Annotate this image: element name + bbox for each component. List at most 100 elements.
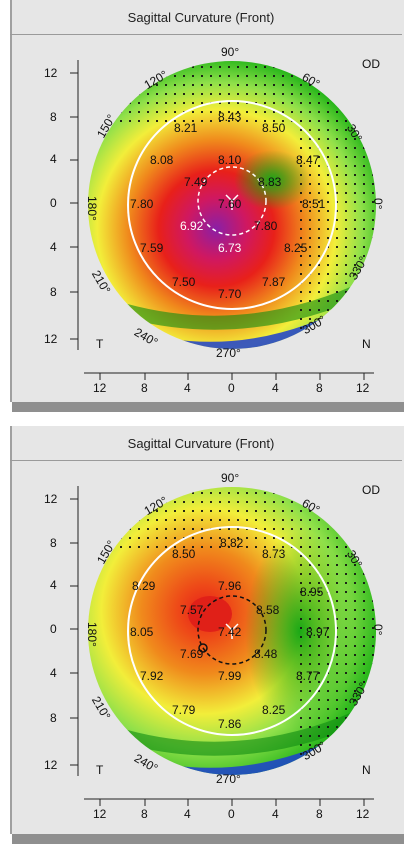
x-tick-label: 12 bbox=[93, 807, 107, 821]
y-tick-label: 4 bbox=[50, 666, 57, 680]
x-tick-label: 4 bbox=[184, 807, 191, 821]
color-map bbox=[88, 61, 376, 349]
y-tick-label: 8 bbox=[50, 536, 57, 550]
y-tick-label: 8 bbox=[50, 711, 57, 725]
curvature-value: 7.57 bbox=[180, 603, 204, 617]
y-tick-label: 12 bbox=[44, 758, 58, 772]
curvature-value: 7.80 bbox=[254, 219, 278, 233]
x-tick-label: 4 bbox=[184, 381, 191, 395]
x-tick-label: 4 bbox=[272, 807, 279, 821]
curvature-value: 7.80 bbox=[130, 197, 154, 211]
zone-circle-outer bbox=[127, 526, 337, 736]
degree-label: 90° bbox=[221, 471, 239, 485]
curvature-value: 7.86 bbox=[218, 717, 242, 731]
curvature-value: 8.08 bbox=[150, 153, 174, 167]
curvature-value: 8.73 bbox=[262, 547, 286, 561]
x-tick-label: 0 bbox=[228, 807, 235, 821]
curvature-value: 7.87 bbox=[262, 275, 286, 289]
curvature-value: 8.51 bbox=[302, 197, 326, 211]
curvature-value: 8.77 bbox=[296, 669, 320, 683]
curvature-value: 7.99 bbox=[218, 669, 242, 683]
y-tick-label: 12 bbox=[44, 66, 58, 80]
x-axis: 12 8 4 0 4 8 12 bbox=[93, 373, 370, 395]
curvature-values: 8.43 8.21 8.50 8.08 8.10 8.47 7.49 8.83 … bbox=[130, 110, 326, 301]
curvature-value: 6.73 bbox=[218, 241, 242, 255]
y-tick-label: 12 bbox=[44, 492, 58, 506]
temporal-label: T bbox=[96, 763, 104, 777]
map-title: Sagittal Curvature (Front) bbox=[127, 436, 275, 451]
x-tick-label: 8 bbox=[141, 381, 148, 395]
curvature-value: 8.95 bbox=[300, 585, 324, 599]
topography-map[interactable]: 12 8 4 0 4 8 12 12 8 4 0 4 8 12 bbox=[0, 0, 410, 412]
curvature-value: 7.79 bbox=[172, 703, 196, 717]
title-divider bbox=[10, 34, 402, 35]
y-axis: 12 8 4 0 4 8 12 bbox=[44, 66, 78, 346]
degree-label: 180° bbox=[85, 622, 99, 647]
curvature-value: 8.83 bbox=[258, 175, 282, 189]
degree-label: 180° bbox=[85, 196, 99, 221]
degree-label: 240° bbox=[132, 751, 161, 776]
eye-label: OD bbox=[362, 57, 380, 71]
curvature-value: 7.42 bbox=[218, 625, 242, 639]
curvature-value: 8.25 bbox=[284, 241, 308, 255]
panel-bottom-bar bbox=[12, 402, 404, 412]
degree-label: 0° bbox=[371, 198, 385, 210]
degree-label: 240° bbox=[132, 325, 161, 350]
color-map bbox=[88, 487, 376, 775]
zone-circle-inner bbox=[197, 166, 267, 236]
left-strip bbox=[0, 0, 10, 412]
curvature-value: 8.82 bbox=[220, 536, 244, 550]
center-marker bbox=[225, 194, 239, 210]
curvature-value: 7.50 bbox=[172, 275, 196, 289]
curvature-value: 8.47 bbox=[296, 153, 320, 167]
curvature-value: 8.25 bbox=[262, 703, 286, 717]
y-tick-label: 4 bbox=[50, 152, 57, 166]
degree-label: 0° bbox=[371, 624, 385, 636]
curvature-values: 8.82 8.50 8.73 8.29 7.96 8.95 7.57 8.58 … bbox=[130, 536, 330, 731]
x-tick-label: 12 bbox=[93, 381, 107, 395]
temporal-label: T bbox=[96, 337, 104, 351]
x-axis: 12 8 4 0 4 8 12 bbox=[93, 799, 370, 821]
zone-circle-outer bbox=[127, 100, 337, 310]
curvature-value: 7.92 bbox=[140, 669, 164, 683]
curvature-value: 6.92 bbox=[180, 219, 204, 233]
x-tick-label: 8 bbox=[141, 807, 148, 821]
y-tick-label: 0 bbox=[50, 196, 57, 210]
x-tick-label: 4 bbox=[272, 381, 279, 395]
x-tick-label: 0 bbox=[228, 381, 235, 395]
curvature-value: 8.05 bbox=[130, 625, 154, 639]
curvature-value: 8.10 bbox=[218, 153, 242, 167]
center-marker bbox=[225, 623, 239, 639]
left-strip bbox=[0, 426, 10, 846]
x-tick-label: 12 bbox=[356, 381, 370, 395]
topography-map[interactable]: 12 8 4 0 4 8 12 12 8 4 0 4 8 12 bbox=[0, 426, 410, 846]
curvature-value: 7.70 bbox=[218, 287, 242, 301]
curvature-value: 8.29 bbox=[132, 579, 156, 593]
curvature-value: 8.48 bbox=[254, 647, 278, 661]
curvature-value: 8.21 bbox=[174, 121, 198, 135]
y-tick-label: 4 bbox=[50, 240, 57, 254]
panel-bottom-bar bbox=[12, 834, 404, 844]
y-tick-label: 8 bbox=[50, 110, 57, 124]
curvature-value: 8.97 bbox=[306, 625, 330, 639]
degree-label: 90° bbox=[221, 45, 239, 59]
eye-label: OD bbox=[362, 483, 380, 497]
curvature-value: 7.69 bbox=[180, 647, 204, 661]
curvature-value: 8.50 bbox=[262, 121, 286, 135]
x-tick-label: 8 bbox=[316, 807, 323, 821]
x-tick-label: 8 bbox=[316, 381, 323, 395]
degree-label: 270° bbox=[216, 772, 241, 786]
degree-label: 270° bbox=[216, 346, 241, 360]
curvature-value: 7.96 bbox=[218, 579, 242, 593]
y-axis: 12 8 4 0 4 8 12 bbox=[44, 492, 78, 772]
nasal-label: N bbox=[362, 763, 371, 777]
y-tick-label: 0 bbox=[50, 622, 57, 636]
zone-circle-inner bbox=[197, 595, 267, 665]
y-tick-label: 12 bbox=[44, 332, 58, 346]
curvature-value: 7.60 bbox=[218, 197, 242, 211]
map-panel-2: Sagittal Curvature (Front) bbox=[0, 426, 410, 846]
curvature-value: 7.59 bbox=[140, 241, 164, 255]
nasal-label: N bbox=[362, 337, 371, 351]
y-tick-label: 4 bbox=[50, 578, 57, 592]
y-tick-label: 8 bbox=[50, 285, 57, 299]
